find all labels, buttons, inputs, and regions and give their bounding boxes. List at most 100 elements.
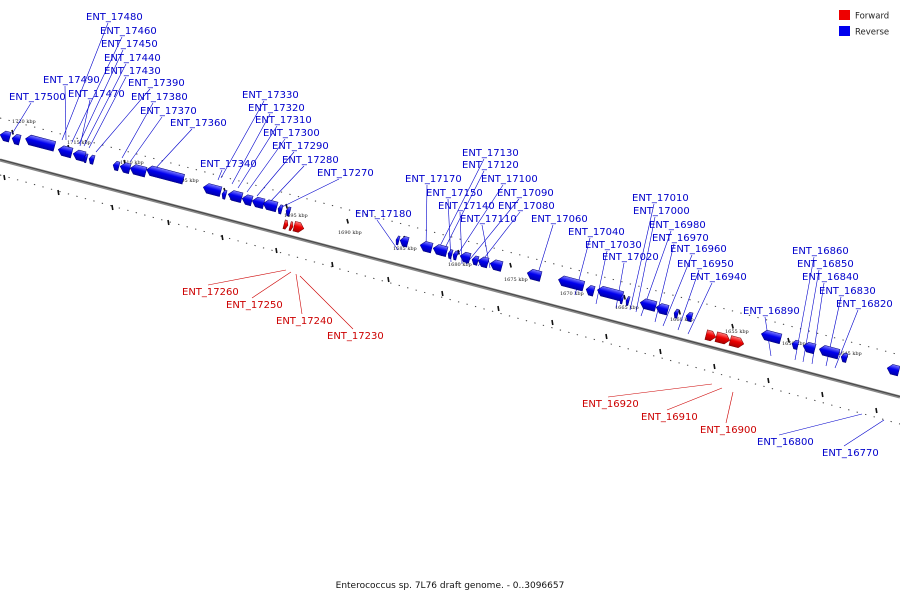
- tick-mark: [731, 323, 734, 329]
- reverse-gene-arrow: [395, 235, 401, 246]
- reverse-leader-line: [121, 102, 154, 159]
- reverse-leader-line: [71, 36, 123, 143]
- tick-mark: [441, 290, 444, 297]
- tick-mark: [167, 219, 170, 226]
- reverse-leader-line: [843, 419, 885, 447]
- tick-mark: [497, 305, 500, 312]
- tick-mark: [605, 333, 608, 340]
- tick-mark: [821, 391, 824, 398]
- reverse-gene-label: ENT_17390: [128, 78, 185, 89]
- reverse-leader-line: [217, 169, 223, 181]
- reverse-gene-arrow: [202, 183, 223, 197]
- reverse-leader-line: [220, 100, 265, 179]
- reverse-gene-label: ENT_17340: [200, 159, 257, 170]
- reverse-gene-label: ENT_16840: [802, 272, 859, 283]
- reverse-gene-label: ENT_17470: [68, 89, 125, 100]
- tick-mark: [331, 261, 334, 268]
- reverse-gene-label: ENT_16890: [743, 306, 800, 317]
- reverse-leader-line: [246, 138, 286, 193]
- reverse-leader-line: [78, 49, 124, 145]
- reverse-leader-line: [687, 282, 713, 335]
- reverse-gene-label: ENT_16830: [819, 286, 876, 297]
- reverse-gene-arrow: [227, 190, 244, 203]
- tick-label: 1660 kbp: [670, 317, 694, 323]
- reverse-gene-label: ENT_17380: [131, 92, 188, 103]
- forward-gene-arrow: [288, 221, 294, 232]
- tick-label: 1670 kbp: [560, 291, 584, 297]
- reverse-leader-line: [256, 151, 295, 197]
- reverse-gene-label: ENT_17450: [101, 39, 158, 50]
- reverse-gene-arrow: [452, 250, 459, 261]
- reverse-gene-label: ENT_17150: [426, 188, 483, 199]
- forward-gene-arrow: [728, 335, 745, 348]
- legend-item-reverse: Reverse: [839, 26, 889, 38]
- reverse-leader-line: [231, 113, 271, 185]
- reverse-gene-arrow: [112, 161, 121, 172]
- reverse-gene-arrow: [791, 339, 800, 350]
- reverse-gene-label: ENT_16850: [797, 259, 854, 270]
- forward-gene-label: ENT_17240: [276, 316, 333, 327]
- reverse-gene-arrow: [655, 303, 670, 316]
- forward-gene-label: ENT_16910: [641, 412, 698, 423]
- reverse-gene-label: ENT_17020: [602, 252, 659, 263]
- reverse-gene-arrow: [277, 204, 284, 215]
- reverse-gene-label: ENT_17040: [568, 227, 625, 238]
- reverse-gene-arrow: [840, 352, 849, 363]
- reverse-gene-label: ENT_17060: [531, 214, 588, 225]
- reverse-gene-label: ENT_17130: [462, 148, 519, 159]
- reverse-gene-arrow: [83, 153, 89, 164]
- reverse-leader-line: [453, 184, 504, 261]
- reverse-gene-arrow: [11, 133, 22, 146]
- reverse-gene-label: ENT_16950: [677, 259, 734, 270]
- tick-mark: [387, 276, 390, 283]
- reverse-leader-line: [64, 85, 67, 141]
- reverse-leader-line: [629, 203, 655, 311]
- reverse-gene-label: ENT_16940: [690, 272, 747, 283]
- reverse-leader-line: [11, 102, 32, 135]
- reverse-leader-line: [677, 269, 700, 331]
- reverse-gene-label: ENT_17480: [86, 12, 143, 23]
- tick-mark: [346, 218, 349, 224]
- reverse-gene-label: ENT_17440: [104, 53, 161, 64]
- reverse-gene-label: ENT_16970: [652, 233, 709, 244]
- reverse-leader-line: [83, 63, 127, 147]
- reverse-leader-line: [440, 170, 485, 257]
- reverse-gene-arrow: [558, 275, 586, 292]
- reverse-gene-label: ENT_17370: [140, 106, 197, 117]
- legend: Forward Reverse: [839, 10, 889, 38]
- reverse-leader-line: [95, 88, 151, 153]
- reverse-leader-line: [834, 309, 859, 369]
- tick-mark: [509, 262, 512, 268]
- tick-mark: [659, 348, 662, 355]
- reverse-gene-label: ENT_17300: [263, 128, 320, 139]
- reverse-leader-line: [376, 219, 399, 251]
- reverse-gene-label: ENT_17030: [585, 240, 642, 251]
- reverse-gene-arrow: [251, 196, 266, 210]
- label-leader-lines: [11, 22, 885, 447]
- reverse-gene-arrow: [57, 145, 74, 159]
- reverse-gene-arrow: [489, 259, 504, 272]
- reverse-leader-line: [79, 99, 91, 147]
- forward-gene-label: ENT_17250: [226, 300, 283, 311]
- reverse-gene-label: ENT_17120: [462, 160, 519, 171]
- reverse-leader-line: [153, 128, 193, 171]
- reverse-gene-label: ENT_17360: [170, 118, 227, 129]
- reverse-gene-arrow: [639, 298, 658, 312]
- forward-leader-line: [607, 383, 713, 398]
- forward-gene-arrow: [704, 329, 717, 342]
- legend-forward-label: Forward: [855, 12, 889, 22]
- reverse-gene-arrow: [761, 329, 783, 345]
- forward-gene-label: ENT_17260: [182, 287, 239, 298]
- tick-label: 1665 kbp: [615, 305, 639, 311]
- reverse-gene-label: ENT_16820: [836, 299, 893, 310]
- reverse-gene-label: ENT_17460: [100, 26, 157, 37]
- forward-gene-label: ENT_17230: [327, 331, 384, 342]
- reverse-gene-arrow: [241, 194, 254, 207]
- reverse-gene-label: ENT_16770: [822, 448, 879, 459]
- reverse-gene-label: ENT_17430: [104, 66, 161, 77]
- forward-leader-line: [725, 391, 734, 424]
- tick-label: 1715 kbp: [67, 140, 91, 146]
- forward-gene-label: ENT_16920: [582, 399, 639, 410]
- tick-label: 1655 kbp: [725, 329, 749, 335]
